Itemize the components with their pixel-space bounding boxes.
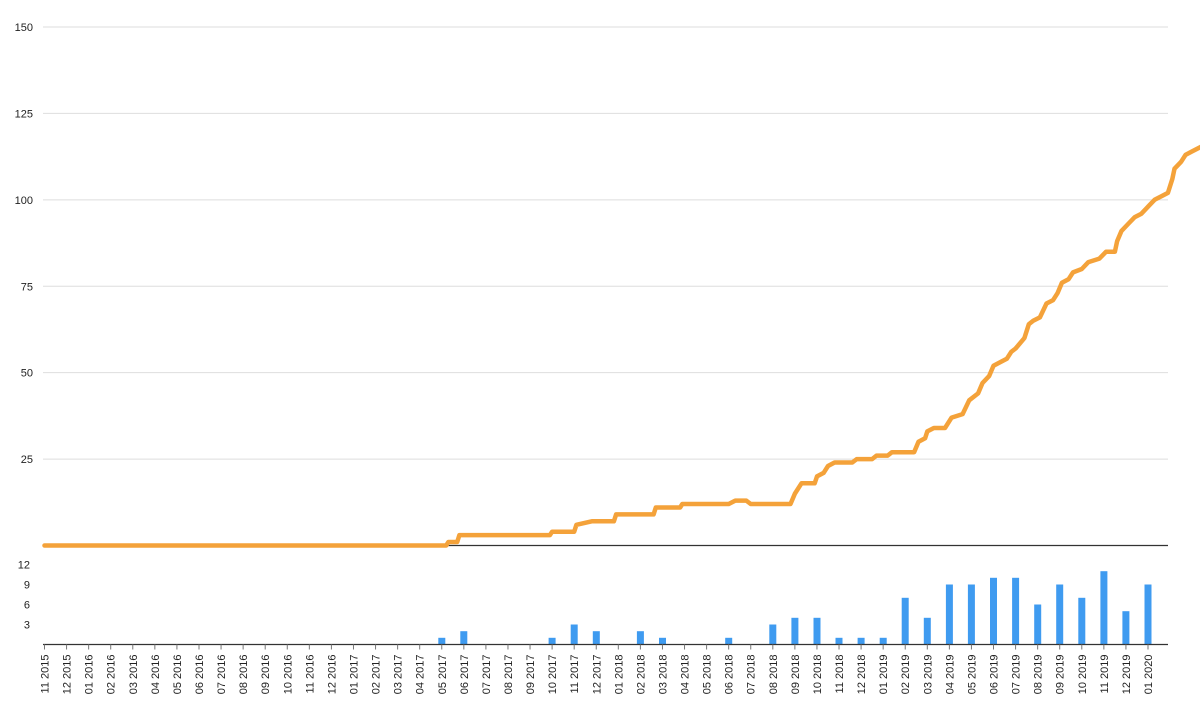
bar xyxy=(835,637,843,645)
bar-chart-plot xyxy=(43,571,1168,646)
x-tick-label: 11 2016 xyxy=(304,655,316,694)
bar xyxy=(879,637,887,645)
bar xyxy=(769,624,777,645)
bar xyxy=(791,617,799,645)
x-tick-label: 09 2017 xyxy=(525,655,537,695)
x-tick-label: 09 2018 xyxy=(790,655,802,695)
bar xyxy=(636,631,644,645)
bar xyxy=(659,637,666,645)
bar xyxy=(813,617,821,645)
x-tick-label: 08 2018 xyxy=(768,655,780,695)
bar xyxy=(592,631,600,645)
y-tick-label: 6 xyxy=(24,600,30,612)
bar xyxy=(923,617,931,645)
bar xyxy=(967,584,975,645)
bar xyxy=(901,597,909,645)
x-tick-label: 01 2019 xyxy=(878,655,890,695)
x-tick-label: 07 2018 xyxy=(746,655,758,695)
x-tick-label: 04 2018 xyxy=(680,655,692,695)
x-tick-label: 08 2019 xyxy=(1033,655,1045,695)
x-tick-label: 06 2018 xyxy=(724,655,736,695)
bar xyxy=(460,631,468,645)
bar xyxy=(1012,577,1020,645)
x-tick-label: 04 2017 xyxy=(415,655,427,695)
bar xyxy=(438,637,446,645)
x-tick-label: 12 2016 xyxy=(326,655,338,695)
line-chart-gridlines xyxy=(43,26,1168,547)
x-tick-label: 10 2016 xyxy=(282,655,294,695)
x-tick-label: 12 2019 xyxy=(1121,655,1133,695)
bar xyxy=(570,624,578,645)
x-tick-label: 11 2017 xyxy=(569,655,581,694)
x-tick-label: 11 2015 xyxy=(40,655,52,694)
x-tick-label: 02 2019 xyxy=(900,655,912,695)
x-tick-label: 03 2019 xyxy=(922,655,934,695)
bar xyxy=(1056,584,1064,645)
bar xyxy=(725,637,733,645)
x-tick-label: 07 2019 xyxy=(1011,655,1023,695)
x-tick-label: 10 2019 xyxy=(1077,655,1089,695)
x-tick-label: 07 2017 xyxy=(481,655,493,695)
bar xyxy=(945,584,953,645)
x-tick-label: 03 2016 xyxy=(128,655,140,695)
x-tick-label: 12 2018 xyxy=(856,655,868,695)
x-tick-label: 01 2016 xyxy=(84,655,96,695)
x-tick-label: 06 2019 xyxy=(989,655,1001,695)
x-tick-label: 05 2017 xyxy=(437,655,449,695)
bar xyxy=(857,637,865,645)
x-tick-label: 11 2019 xyxy=(1099,655,1111,694)
x-tick-label: 02 2017 xyxy=(371,655,383,695)
x-tick-label: 12 2017 xyxy=(591,655,603,695)
x-tick-label: 03 2018 xyxy=(658,655,670,695)
y-tick-label: 125 xyxy=(15,108,33,120)
y-tick-label: 100 xyxy=(15,195,33,207)
line-chart-y-axis: 25 50 75 100 125 150 xyxy=(15,22,33,466)
x-tick-label: 01 2020 xyxy=(1143,655,1155,695)
x-tick-label: 02 2018 xyxy=(635,655,647,695)
x-tick-label: 05 2019 xyxy=(966,655,978,695)
bar xyxy=(1078,597,1086,645)
line-chart-plot xyxy=(42,144,1200,548)
x-tick-label: 06 2017 xyxy=(459,655,471,695)
x-tick-label: 05 2018 xyxy=(702,655,714,695)
y-tick-label: 25 xyxy=(21,454,33,466)
cumulative-line xyxy=(42,144,1200,548)
x-tick-label: 10 2018 xyxy=(812,655,824,695)
x-tick-label: 02 2016 xyxy=(106,655,118,695)
x-tick-label: 11 2018 xyxy=(834,655,846,694)
x-tick-label: 12 2015 xyxy=(62,655,74,695)
y-tick-label: 75 xyxy=(21,281,33,293)
x-tick-label: 09 2019 xyxy=(1055,655,1067,695)
y-tick-label: 50 xyxy=(21,368,33,380)
x-tick-label: 04 2016 xyxy=(150,655,162,695)
x-tick-label: 07 2016 xyxy=(216,655,228,695)
x-tick-label: 01 2018 xyxy=(613,655,625,695)
x-tick-label: 06 2016 xyxy=(194,655,206,695)
bar xyxy=(1034,604,1042,645)
x-axis-ticks: 11 2015 12 2015 01 2016 02 2016 03 2016 04 20… xyxy=(40,644,1155,695)
bar xyxy=(548,637,556,645)
bar xyxy=(990,577,997,645)
x-tick-label: 01 2017 xyxy=(349,655,361,695)
y-tick-label: 150 xyxy=(15,22,33,34)
bar-chart-y-axis: 3 6 9 12 xyxy=(18,560,30,632)
x-tick-label: 10 2017 xyxy=(547,655,559,695)
x-tick-label: 05 2016 xyxy=(172,655,184,695)
y-tick-label: 9 xyxy=(24,580,30,592)
y-tick-label: 12 xyxy=(18,560,30,572)
x-tick-label: 08 2016 xyxy=(238,655,250,695)
bar xyxy=(1122,611,1130,645)
y-tick-label: 3 xyxy=(24,620,30,632)
x-tick-label: 09 2016 xyxy=(260,655,272,695)
bar xyxy=(1100,571,1108,645)
x-tick-label: 03 2017 xyxy=(393,655,405,695)
x-tick-label: 08 2017 xyxy=(503,655,515,695)
bar xyxy=(1144,584,1152,645)
x-tick-label: 04 2019 xyxy=(944,655,956,695)
